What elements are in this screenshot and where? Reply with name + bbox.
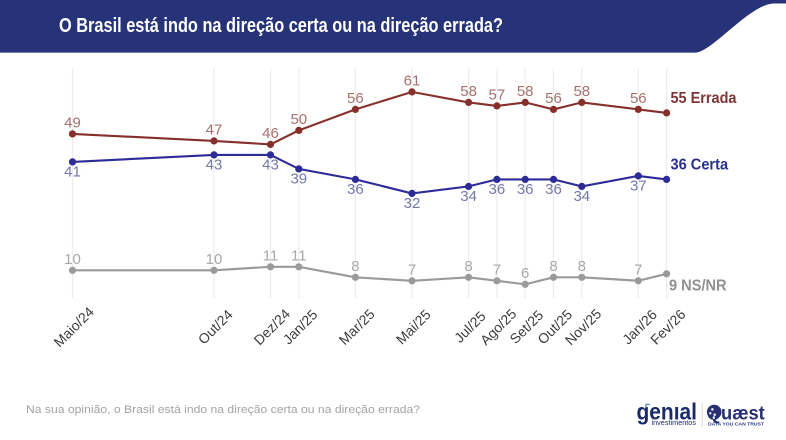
- svg-text:50: 50: [290, 111, 307, 128]
- svg-text:11: 11: [291, 248, 307, 265]
- svg-text:58: 58: [517, 83, 534, 100]
- svg-text:DATA YOU CAN TRUST: DATA YOU CAN TRUST: [708, 422, 764, 428]
- svg-text:36 Certa: 36 Certa: [671, 156, 729, 173]
- svg-text:8: 8: [351, 258, 359, 275]
- svg-text:57: 57: [489, 87, 506, 104]
- svg-text:46: 46: [262, 125, 279, 142]
- svg-text:34: 34: [460, 188, 477, 205]
- svg-text:58: 58: [573, 83, 590, 100]
- svg-text:Quæst: Quæst: [707, 403, 766, 424]
- svg-text:36: 36: [517, 181, 534, 198]
- svg-text:8: 8: [549, 258, 557, 275]
- svg-text:56: 56: [347, 90, 364, 107]
- svg-text:43: 43: [206, 156, 223, 173]
- svg-text:32: 32: [404, 195, 421, 212]
- svg-text:Maio/24: Maio/24: [50, 303, 97, 350]
- svg-text:8: 8: [578, 258, 586, 275]
- svg-text:61: 61: [404, 73, 421, 90]
- svg-text:56: 56: [545, 90, 562, 107]
- svg-text:36: 36: [347, 181, 364, 198]
- svg-text:39: 39: [290, 170, 307, 187]
- svg-text:Mar/25: Mar/25: [336, 306, 378, 348]
- svg-text:investimentos: investimentos: [652, 420, 697, 427]
- svg-text:Na sua opinião, o Brasil está: Na sua opinião, o Brasil está indo na di…: [26, 404, 420, 416]
- svg-text:7: 7: [493, 262, 501, 279]
- svg-text:55 Errada: 55 Errada: [671, 90, 737, 107]
- svg-text:58: 58: [460, 83, 477, 100]
- svg-text:41: 41: [64, 163, 81, 180]
- svg-text:34: 34: [573, 188, 590, 205]
- svg-text:genıal: genıal: [637, 399, 698, 425]
- svg-text:56: 56: [630, 90, 647, 107]
- svg-text:36: 36: [489, 181, 506, 198]
- svg-text:36: 36: [545, 181, 562, 198]
- svg-text:Mai/25: Mai/25: [393, 306, 434, 347]
- svg-text:49: 49: [64, 115, 81, 132]
- svg-text:10: 10: [64, 251, 81, 268]
- svg-text:9 NS/NR: 9 NS/NR: [669, 278, 727, 295]
- svg-text:37: 37: [630, 177, 647, 194]
- svg-text:43: 43: [262, 156, 279, 173]
- svg-text:Out/24: Out/24: [195, 306, 236, 347]
- svg-text:11: 11: [263, 248, 279, 265]
- svg-text:O Brasil está indo na direção: O Brasil está indo na direção certa ou n…: [59, 15, 503, 37]
- svg-text:7: 7: [634, 262, 642, 279]
- svg-text:8: 8: [464, 258, 472, 275]
- svg-text:10: 10: [206, 251, 223, 268]
- svg-text:7: 7: [408, 262, 416, 279]
- svg-text:6: 6: [521, 265, 529, 282]
- svg-text:47: 47: [206, 122, 223, 139]
